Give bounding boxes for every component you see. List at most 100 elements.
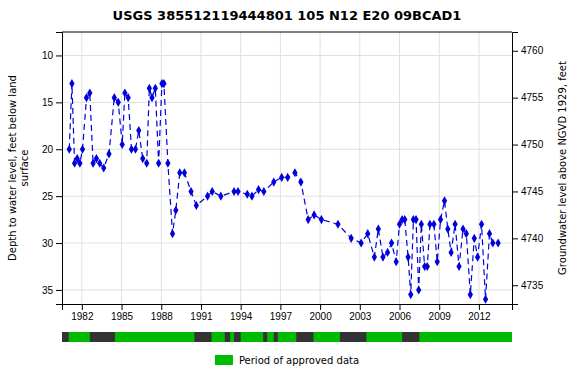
approved-segment bbox=[69, 332, 90, 342]
tick-label: 1994 bbox=[230, 311, 253, 322]
grid-line-x bbox=[200, 32, 201, 304]
grid-line-x bbox=[121, 32, 122, 304]
data-point bbox=[405, 253, 410, 262]
tick-label: 35 bbox=[42, 285, 54, 296]
data-point bbox=[425, 262, 430, 271]
tick-label: 1985 bbox=[111, 311, 134, 322]
tick: 1988 bbox=[151, 304, 174, 322]
grid-line-x bbox=[81, 32, 82, 304]
tick-mark bbox=[56, 290, 62, 291]
tick: 15 bbox=[42, 97, 62, 108]
data-point bbox=[312, 210, 317, 219]
data-point bbox=[153, 84, 158, 93]
data-point bbox=[435, 257, 440, 266]
approved-segment bbox=[267, 332, 274, 342]
data-point bbox=[408, 290, 413, 299]
data-point bbox=[483, 295, 488, 304]
data-point bbox=[335, 220, 340, 229]
tick: 2012 bbox=[468, 304, 491, 322]
data-point bbox=[144, 159, 149, 168]
data-point bbox=[170, 229, 175, 238]
data-point bbox=[120, 140, 125, 149]
grid-line-x bbox=[161, 32, 162, 304]
tick: 4735 bbox=[512, 280, 544, 291]
y-axis-label: Depth to water level, feet below landsur… bbox=[7, 75, 30, 261]
tick-label: 4760 bbox=[521, 45, 544, 56]
data-point bbox=[487, 229, 492, 238]
data-point bbox=[140, 154, 145, 163]
data-point bbox=[218, 192, 223, 201]
data-point bbox=[416, 285, 421, 294]
tick: 2009 bbox=[429, 304, 452, 322]
data-point bbox=[188, 187, 193, 196]
data-point bbox=[156, 159, 161, 168]
approved-segment bbox=[241, 332, 263, 342]
tick-label: 4735 bbox=[521, 280, 544, 291]
approved-segment bbox=[230, 332, 234, 342]
data-point bbox=[292, 168, 297, 177]
y-axis: 101520253035 bbox=[42, 33, 63, 305]
data-point bbox=[389, 238, 394, 247]
tick: 2003 bbox=[349, 304, 372, 322]
tick-mark bbox=[512, 98, 518, 99]
tick: 30 bbox=[42, 238, 62, 249]
tick-label: 2003 bbox=[349, 311, 372, 322]
title: USGS 385512119444801 105 N12 E20 09BCAD1 bbox=[113, 8, 462, 23]
plot-area: 1982198519881991199419972000200320062009… bbox=[7, 32, 568, 366]
tick: 4745 bbox=[512, 186, 544, 197]
data-point bbox=[279, 173, 284, 182]
data-point bbox=[472, 234, 477, 243]
tick-label: 30 bbox=[42, 238, 54, 249]
data-point bbox=[205, 192, 210, 201]
tick-mark bbox=[320, 304, 321, 310]
tick-mark bbox=[512, 51, 518, 52]
data-point bbox=[349, 234, 354, 243]
tick-mark bbox=[360, 304, 361, 310]
tick-mark bbox=[161, 304, 162, 310]
data-point bbox=[376, 224, 381, 233]
grid-line-y bbox=[62, 55, 512, 56]
data-point bbox=[452, 220, 457, 229]
approved-segment bbox=[313, 332, 339, 342]
approved-strip bbox=[62, 332, 512, 342]
data-point bbox=[438, 215, 443, 224]
tick: 1982 bbox=[71, 304, 94, 322]
data-point bbox=[97, 159, 102, 168]
tick-mark bbox=[56, 102, 62, 103]
approved-segment bbox=[115, 332, 194, 342]
approved-segment bbox=[212, 332, 225, 342]
data-point bbox=[77, 159, 82, 168]
tick: 25 bbox=[42, 191, 62, 202]
data-marks bbox=[67, 79, 501, 304]
grid-line-x bbox=[280, 32, 281, 304]
data-point bbox=[147, 84, 152, 93]
tick: 35 bbox=[42, 285, 62, 296]
data-point bbox=[245, 190, 250, 199]
x-axis: 1982198519881991199419972000200320062009… bbox=[63, 304, 513, 322]
tick-label: 1991 bbox=[190, 311, 213, 322]
tick-label: 1982 bbox=[71, 311, 94, 322]
tick-mark bbox=[512, 191, 518, 192]
tick-label: 25 bbox=[42, 191, 54, 202]
tick-label: 2012 bbox=[468, 311, 491, 322]
data-point bbox=[210, 187, 215, 196]
tick: 1985 bbox=[111, 304, 134, 322]
tick: 2006 bbox=[389, 304, 412, 322]
data-point bbox=[161, 79, 166, 88]
axis-line bbox=[63, 305, 513, 311]
tick: 1994 bbox=[230, 304, 253, 322]
data-point bbox=[445, 224, 450, 233]
data-point bbox=[256, 185, 261, 194]
tick-mark bbox=[479, 304, 480, 310]
tick: 1991 bbox=[190, 304, 213, 322]
tick-label: 2006 bbox=[389, 311, 412, 322]
grid-line-x bbox=[240, 32, 241, 304]
y2-axis-label: Groundwater level above NGVD 1929, feet bbox=[557, 61, 568, 275]
tick-mark bbox=[439, 304, 440, 310]
data-point bbox=[456, 262, 461, 271]
data-point bbox=[261, 187, 266, 196]
grid-line-x bbox=[359, 32, 360, 304]
tick: 10 bbox=[42, 50, 62, 61]
approved-segment bbox=[419, 332, 512, 342]
data-point bbox=[165, 159, 170, 168]
